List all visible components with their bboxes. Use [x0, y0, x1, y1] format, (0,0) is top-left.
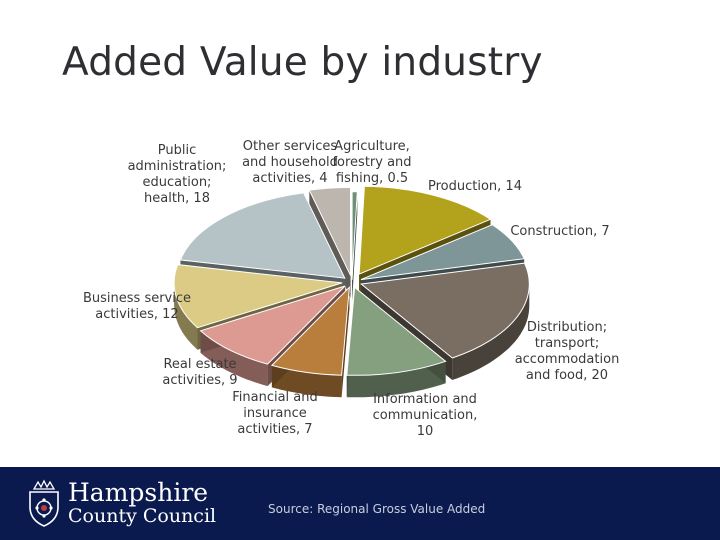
pie-slice-side: [452, 284, 530, 380]
council-name-line2: County Council: [68, 505, 217, 527]
slice-label: Business service activities, 12: [83, 291, 191, 322]
pie-slice: [360, 262, 530, 359]
page-title: Added Value by industry: [62, 40, 543, 85]
slice-label: Other services and household activities, 4: [242, 139, 338, 186]
pie-slice: [173, 264, 343, 329]
pie-slice: [351, 191, 358, 280]
slice-label: Construction, 7: [510, 224, 609, 239]
hampshire-crest-icon: [29, 479, 59, 527]
pie-slice-side: [174, 282, 198, 350]
pie-slices-3d: [173, 185, 530, 398]
slice-label: Public administration; education; health, 1…: [128, 143, 227, 206]
slice-label: Financial and insurance activities, 7: [232, 390, 318, 437]
footer-bar: Hampshire County Council Source: Regiona…: [0, 467, 720, 540]
pie-slice: [346, 286, 447, 376]
pie-slice: [358, 185, 492, 275]
council-name-line1: Hampshire: [68, 478, 209, 507]
slice-label: Production, 14: [428, 179, 522, 194]
slice-label: Distribution; transport; accommodation and …: [515, 320, 620, 383]
pie-slice-side: [346, 361, 446, 398]
source-note: Source: Regional Gross Value Added: [268, 502, 486, 516]
pie-slice: [270, 285, 351, 376]
pie-slice-side: [271, 365, 342, 398]
pie-slice: [179, 192, 346, 279]
slice-label: Agriculture, forestry and fishing, 0.5: [332, 139, 411, 186]
pie-slice: [308, 186, 352, 276]
pie-slice: [199, 285, 346, 365]
slice-label: Real estate activities, 9: [162, 357, 237, 388]
pie-labels: Agriculture, forestry and fishing, 0.5 Prod…: [83, 139, 619, 439]
slice-label: Information and communication, 10: [373, 392, 478, 439]
pie-slice: [360, 224, 525, 281]
council-name: Hampshire County Council: [68, 480, 216, 526]
pie-chart: Agriculture, forestry and fishing, 0.5 Prod…: [83, 139, 619, 439]
